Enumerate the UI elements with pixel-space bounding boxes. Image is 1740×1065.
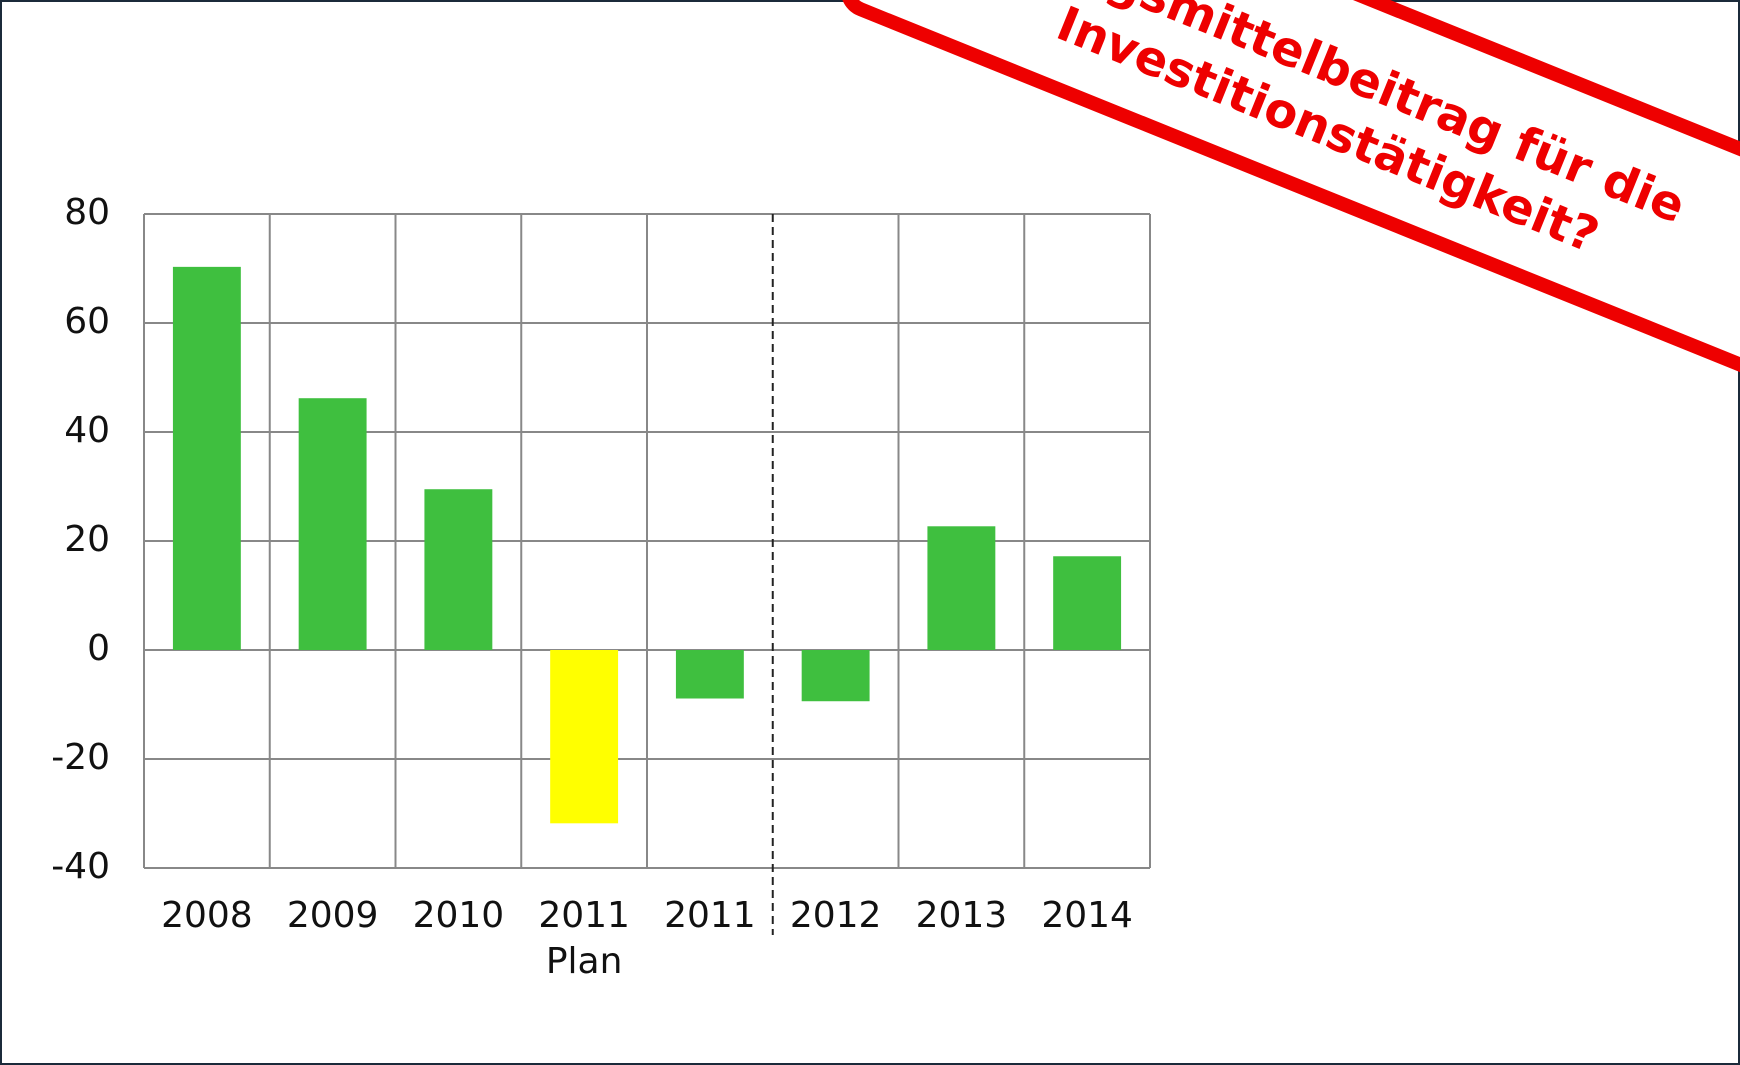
bar xyxy=(801,650,870,702)
bar xyxy=(424,489,493,650)
x-tick-label: 2009 xyxy=(287,895,379,936)
x-tick-label: 2011 xyxy=(538,895,630,936)
x-tick-label: 2010 xyxy=(413,895,505,936)
y-tick-label: 80 xyxy=(64,192,110,233)
y-tick-label: -40 xyxy=(51,846,110,887)
bar xyxy=(675,650,744,699)
bar xyxy=(927,526,996,650)
x-tick-label: 2012 xyxy=(790,895,882,936)
y-tick-label: 20 xyxy=(64,519,110,560)
y-tick-label: 40 xyxy=(64,410,110,451)
x-tick-label: 2014 xyxy=(1041,895,1133,936)
bar xyxy=(298,398,367,650)
banner-box xyxy=(840,0,1740,407)
bar xyxy=(1053,556,1122,650)
x-tick-sublabel: Plan xyxy=(546,941,623,982)
annotation-banner: gsmittelbeitrag für dieInvestitionstätig… xyxy=(840,0,1740,407)
y-tick-label: -20 xyxy=(51,737,110,778)
x-tick-label: 2011 xyxy=(664,895,756,936)
x-tick-label: 2013 xyxy=(916,895,1008,936)
y-tick-label: 0 xyxy=(87,628,110,669)
bar xyxy=(172,266,241,650)
y-tick-label: 60 xyxy=(64,301,110,342)
bar xyxy=(550,650,619,824)
x-tick-label: 2008 xyxy=(161,895,253,936)
